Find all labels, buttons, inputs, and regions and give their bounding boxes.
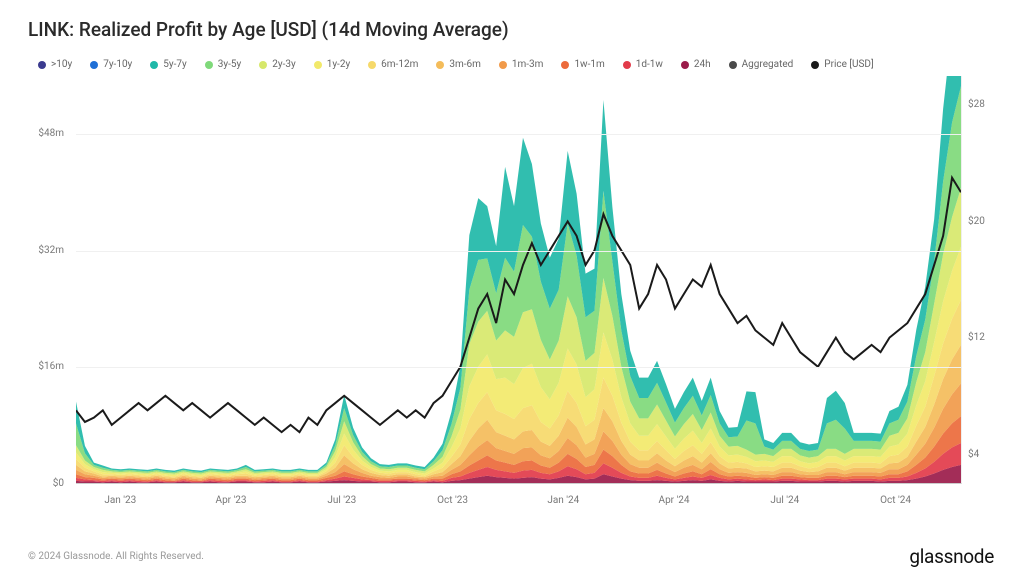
legend-label: 2y-3y	[272, 59, 295, 70]
legend-label: 7y-10y	[103, 59, 132, 70]
price-path	[76, 178, 961, 432]
legend-item[interactable]: 3m-6m	[436, 59, 481, 70]
x-tick: Apr '24	[659, 495, 690, 506]
gridline	[76, 134, 961, 135]
x-tick: Jul '24	[770, 495, 799, 506]
legend-swatch	[561, 61, 569, 69]
legend-label: 24h	[694, 59, 711, 70]
gridline	[76, 367, 961, 368]
brand-logo: glassnode	[909, 545, 994, 568]
legend-item[interactable]: 1y-2y	[314, 59, 350, 70]
legend-item[interactable]: 1m-3m	[499, 59, 544, 70]
legend-label: 5y-7y	[163, 59, 186, 70]
legend-swatch	[314, 61, 322, 69]
y-left-tick: $48m	[24, 128, 64, 139]
legend-item[interactable]: 5y-7y	[150, 59, 186, 70]
legend-item[interactable]: 7y-10y	[90, 59, 132, 70]
legend-label: 1w-1m	[574, 59, 604, 70]
x-tick: Apr '23	[216, 495, 247, 506]
legend-swatch	[259, 61, 267, 69]
legend-label: >10y	[51, 59, 72, 70]
x-tick: Jan '23	[104, 495, 136, 506]
y-left-tick: $0	[24, 478, 64, 489]
legend-swatch	[681, 61, 689, 69]
y-right-tick: $12	[968, 332, 998, 343]
legend-label: 1m-3m	[512, 59, 544, 70]
legend: >10y 7y-10y 5y-7y 3y-5y 2y-3y 1y-2y 6m-12m 3m-6…	[28, 59, 996, 70]
chart-wrap: $0$16m$32m$48m$4$12$20$28Jan '23Apr '23J…	[28, 76, 996, 506]
legend-label: 1y-2y	[327, 59, 350, 70]
plot-area	[76, 76, 962, 484]
legend-item[interactable]: 3y-5y	[205, 59, 241, 70]
x-tick: Jan '24	[547, 495, 579, 506]
legend-swatch	[623, 61, 631, 69]
legend-item[interactable]: 2y-3y	[259, 59, 295, 70]
legend-item[interactable]: 24h	[681, 59, 711, 70]
legend-label: 6m-12m	[381, 59, 418, 70]
legend-label: 3m-6m	[449, 59, 481, 70]
gridline	[76, 251, 961, 252]
legend-item[interactable]: 1d-1w	[623, 59, 663, 70]
price-line	[76, 76, 961, 483]
legend-label: Aggregated	[742, 59, 794, 70]
legend-swatch	[150, 61, 158, 69]
y-left-tick: $32m	[24, 245, 64, 256]
legend-item[interactable]: 1w-1m	[561, 59, 604, 70]
y-right-tick: $4	[968, 449, 998, 460]
legend-swatch	[729, 61, 737, 69]
legend-item[interactable]: 6m-12m	[368, 59, 418, 70]
chart-title: LINK: Realized Profit by Age [USD] (14d …	[28, 18, 996, 41]
legend-label: 3y-5y	[218, 59, 241, 70]
legend-swatch	[436, 61, 444, 69]
x-tick: Jul '23	[327, 495, 356, 506]
legend-swatch	[90, 61, 98, 69]
copyright-text: © 2024 Glassnode. All Rights Reserved.	[28, 551, 204, 562]
y-right-tick: $28	[968, 99, 998, 110]
x-tick: Oct '23	[437, 495, 468, 506]
page-root: LINK: Realized Profit by Age [USD] (14d …	[0, 0, 1024, 576]
y-left-tick: $16m	[24, 361, 64, 372]
legend-swatch	[811, 61, 819, 69]
legend-item[interactable]: >10y	[38, 59, 72, 70]
legend-label: Price [USD]	[824, 59, 873, 70]
legend-label: 1d-1w	[636, 59, 663, 70]
x-tick: Oct '24	[880, 495, 911, 506]
legend-swatch	[205, 61, 213, 69]
legend-swatch	[499, 61, 507, 69]
legend-item[interactable]: Price [USD]	[811, 59, 873, 70]
legend-item[interactable]: Aggregated	[729, 59, 794, 70]
y-right-tick: $20	[968, 216, 998, 227]
legend-swatch	[38, 61, 46, 69]
legend-swatch	[368, 61, 376, 69]
